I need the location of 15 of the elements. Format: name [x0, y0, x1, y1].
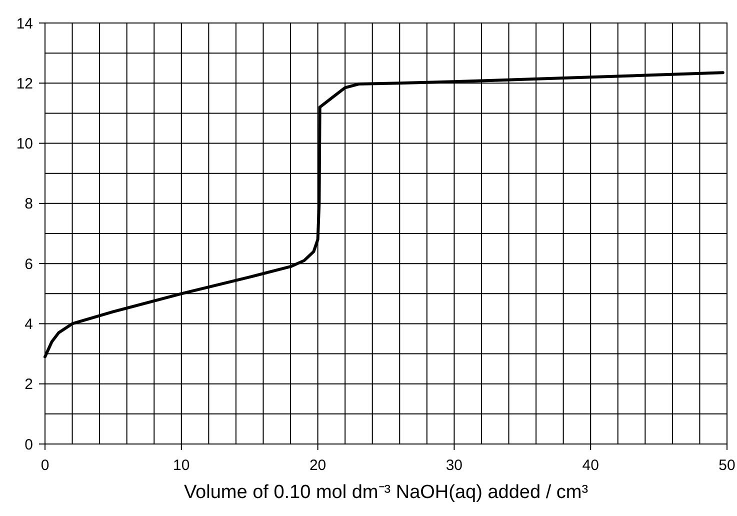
- y-tick-label: 6: [24, 256, 33, 273]
- y-tick-label: 0: [24, 436, 33, 454]
- x-tick-label: 10: [173, 457, 190, 474]
- x-tick-label: 30: [446, 457, 463, 474]
- y-tick-label: 12: [16, 75, 33, 92]
- x-tick-label: 20: [309, 457, 326, 474]
- y-tick-label: 4: [24, 316, 33, 333]
- x-tick-label: 50: [718, 457, 736, 474]
- y-tick-label: 10: [16, 136, 33, 153]
- x-axis-title: Volume of 0.10 mol dm⁻³ NaOH(aq) added / cm³: [184, 482, 588, 503]
- x-tick-label: 0: [40, 457, 50, 474]
- y-tick-label: 2: [24, 376, 33, 394]
- x-tick-label: 40: [582, 457, 599, 474]
- y-tick-label: 14: [16, 15, 33, 32]
- y-tick-label: 8: [24, 196, 33, 213]
